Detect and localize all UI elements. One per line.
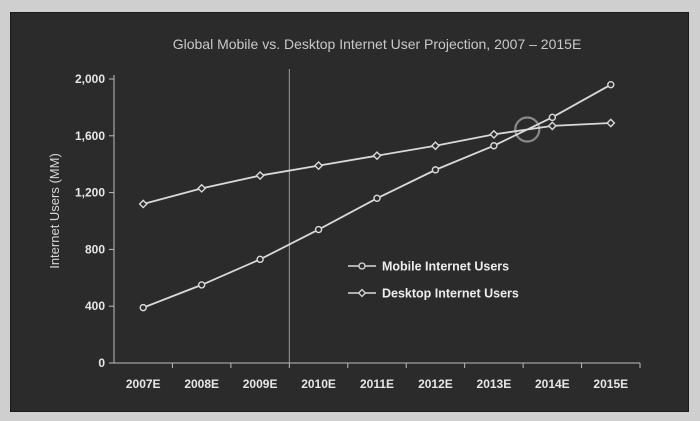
legend-marker-diamond bbox=[357, 288, 367, 298]
x-tick-label: 2011E bbox=[360, 377, 394, 391]
legend-label: Desktop Internet Users bbox=[382, 287, 519, 301]
x-tick-label: 2010E bbox=[301, 377, 336, 391]
data-point-mobile bbox=[139, 303, 147, 312]
data-point-mobile bbox=[256, 255, 264, 264]
line-chart: Global Mobile vs. Desktop Internet User … bbox=[47, 36, 641, 391]
x-tick-label: 2015E bbox=[593, 377, 628, 391]
data-point-mobile bbox=[373, 194, 381, 202]
series-line-desktop bbox=[142, 122, 611, 205]
data-point-desktop bbox=[313, 161, 324, 171]
y-tick-label: 400 bbox=[85, 299, 105, 313]
data-point-desktop bbox=[255, 170, 265, 181]
x-tick-label: 2013E bbox=[477, 377, 512, 391]
y-tick-label: 1,200 bbox=[75, 186, 105, 200]
y-axis-title: Internet Users (MM) bbox=[47, 153, 62, 269]
data-point-mobile bbox=[197, 281, 206, 289]
x-tick-label: 2014E bbox=[535, 377, 570, 391]
data-point-desktop bbox=[489, 129, 499, 139]
y-tick-label: 2,000 bbox=[75, 72, 105, 86]
chart-title: Global Mobile vs. Desktop Internet User … bbox=[173, 36, 582, 52]
data-point-desktop bbox=[547, 121, 557, 131]
data-point-mobile bbox=[490, 142, 498, 150]
y-tick-label: 800 bbox=[85, 242, 105, 256]
chart-frame: Global Mobile vs. Desktop Internet User … bbox=[10, 12, 689, 412]
x-tick-label: 2007E bbox=[126, 377, 161, 391]
legend-label: Mobile Internet Users bbox=[382, 260, 509, 274]
data-point-mobile bbox=[548, 113, 557, 122]
x-tick-label: 2009E bbox=[243, 377, 278, 391]
data-point-desktop bbox=[372, 151, 382, 161]
annotations bbox=[288, 69, 541, 363]
legend-marker-circle bbox=[358, 262, 366, 270]
data-point-desktop bbox=[430, 141, 441, 151]
axes: 0 400 800 1,200 1,600 2,000 2007E 2008E 2009E 201… bbox=[75, 72, 641, 391]
crossover-circle bbox=[514, 116, 541, 143]
data-point-desktop bbox=[606, 118, 616, 128]
data-point-desktop bbox=[138, 199, 148, 209]
data-point-mobile bbox=[607, 80, 615, 89]
data-point-mobile bbox=[431, 166, 440, 174]
data-point-mobile bbox=[314, 225, 323, 234]
x-tick-label: 2012E bbox=[418, 377, 453, 391]
series-group bbox=[138, 80, 616, 312]
x-tick-label: 2008E bbox=[184, 377, 219, 391]
y-tick-label: 1,600 bbox=[75, 129, 105, 143]
y-tick-label: 0 bbox=[98, 356, 105, 370]
data-point-desktop bbox=[197, 183, 207, 193]
legend: Mobile Internet Users Desktop Internet Us… bbox=[348, 260, 519, 301]
